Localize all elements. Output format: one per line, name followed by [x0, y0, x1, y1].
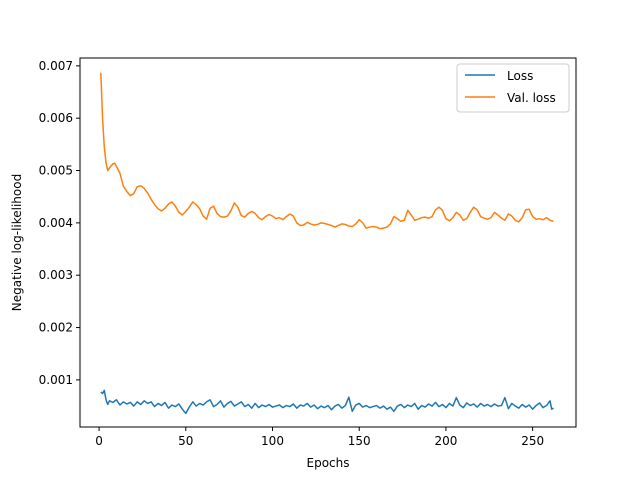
- legend-box: [456, 63, 570, 113]
- x-tick-label: 150: [348, 434, 371, 448]
- y-tick-label: 0.003: [39, 268, 73, 282]
- x-axis-label: Epochs: [307, 456, 350, 470]
- legend: Loss Val. loss: [456, 63, 570, 113]
- x-tick-label: 100: [261, 434, 284, 448]
- series-layer: [100, 72, 554, 415]
- x-tick-label: 200: [434, 434, 457, 448]
- y-tick-label: 0.007: [39, 59, 73, 73]
- x-axis-ticks: 0 50 100 150 200 250: [95, 427, 544, 448]
- y-tick-label: 0.005: [39, 164, 73, 178]
- y-tick-label: 0.002: [39, 321, 73, 335]
- y-tick-label: 0.006: [39, 111, 73, 125]
- series-line-loss: [100, 389, 554, 415]
- legend-label-val-loss: Val. loss: [507, 91, 556, 105]
- legend-label-loss: Loss: [507, 69, 533, 83]
- y-tick-label: 0.001: [39, 373, 73, 387]
- y-axis-label: Negative log-likelihood: [10, 174, 24, 311]
- plot-frame: [79, 57, 577, 428]
- series-line-val-loss: [100, 72, 554, 230]
- x-tick-label: 250: [521, 434, 544, 448]
- x-tick-label: 0: [95, 434, 103, 448]
- x-tick-label: 50: [178, 434, 193, 448]
- y-axis-ticks: 0.001 0.002 0.003 0.004 0.005 0.006 0.007: [39, 59, 80, 387]
- y-tick-label: 0.004: [39, 216, 73, 230]
